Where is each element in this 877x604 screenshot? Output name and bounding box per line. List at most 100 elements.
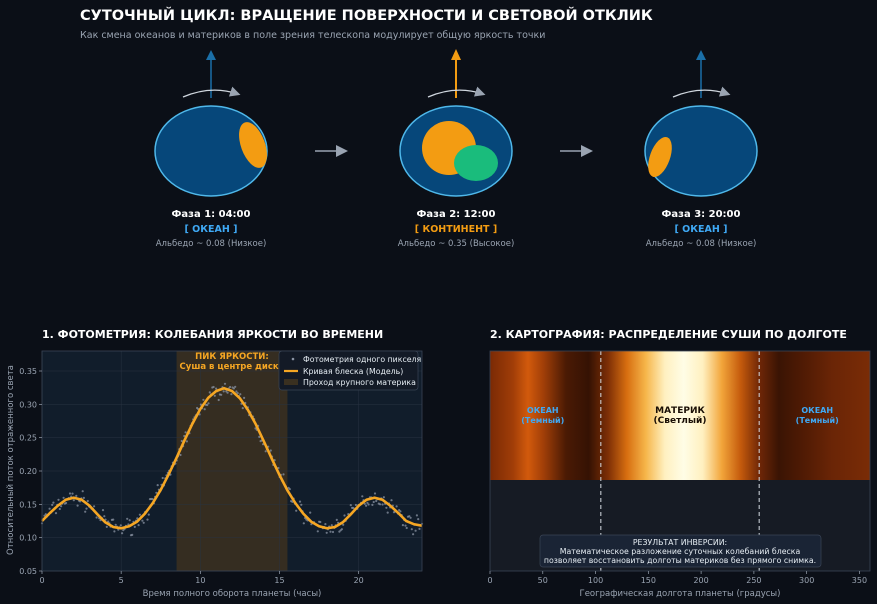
photometry-point xyxy=(137,524,140,527)
legend-box xyxy=(278,350,419,391)
photometry-point xyxy=(105,525,108,529)
photometry-point xyxy=(207,402,210,405)
photometry-point xyxy=(298,500,302,503)
photometry-point xyxy=(223,382,227,385)
photometry-point xyxy=(51,503,54,506)
result-line3: позволяет восстановить долготы материков… xyxy=(544,556,816,565)
photometry-point xyxy=(385,506,388,509)
photometry-point xyxy=(84,510,87,513)
photometry-point xyxy=(203,408,206,411)
photometry-point xyxy=(241,407,244,410)
continent-transit-span xyxy=(176,351,288,571)
map-x-axis-label: Географическая долгота планеты (градусы) xyxy=(580,589,781,599)
photometry-point xyxy=(113,530,116,533)
legend: Фотометрия одного пикселя Кривая блеска … xyxy=(278,350,422,391)
y-tick-label: 0.25 xyxy=(19,434,37,443)
photometry-point xyxy=(390,499,393,502)
light-curve-line xyxy=(41,386,423,530)
photometry-point xyxy=(133,525,136,529)
photometry-point xyxy=(342,523,345,526)
planet-phase-3 xyxy=(644,50,758,197)
photometry-point xyxy=(185,440,188,443)
photometry-chart: 1. ФОТОМЕТРИЯ: КОЛЕБАНИЯ ЯРКОСТИ ВО ВРЕМ… xyxy=(6,328,424,599)
photometry-point xyxy=(234,385,237,388)
photometry-point xyxy=(161,476,164,480)
photometry-point xyxy=(86,499,89,503)
photometry-point xyxy=(288,488,291,491)
photometry-point xyxy=(131,533,134,537)
photometry-point xyxy=(418,527,421,531)
photometry-point xyxy=(141,519,144,522)
photometry-point xyxy=(349,504,352,507)
y-axis-label: Относительный поток отраженного света xyxy=(6,365,16,555)
y-tick-label: 0.10 xyxy=(19,534,37,543)
photometry-point xyxy=(76,504,79,507)
photometry-point xyxy=(295,509,298,512)
photometry-point xyxy=(417,518,420,521)
photometry-point xyxy=(119,524,122,527)
map-x-tick-label: 150 xyxy=(641,576,656,585)
region-labels: ОКЕАН(Темный)МАТЕРИК(Светлый)ОКЕАН(Темны… xyxy=(521,406,839,426)
x-axis-label: Время полного оборота планеты (часы) xyxy=(143,589,322,599)
photometry-point xyxy=(373,492,377,495)
region-sublabel: (Темный) xyxy=(521,416,564,425)
x-tick-label: 15 xyxy=(274,576,284,585)
photometry-point xyxy=(220,393,223,396)
photometry-point xyxy=(101,509,105,512)
albedo-heat-strip xyxy=(490,351,870,480)
photometry-point xyxy=(309,511,312,514)
photometry-point xyxy=(335,518,338,522)
phase-1-label: Фаза 1: 04:00 xyxy=(172,209,251,220)
inversion-result-box: РЕЗУЛЬТАТ ИНВЕРСИИ: Математическое разло… xyxy=(539,534,822,568)
region-label: МАТЕРИК xyxy=(655,406,705,416)
phase-3-type: [ ОКЕАН ] xyxy=(675,224,728,235)
photometry-point xyxy=(155,491,158,494)
photometry-point xyxy=(179,453,182,457)
y-tick-label: 0.35 xyxy=(19,367,37,376)
photometry-point xyxy=(375,499,378,503)
light-ray-head-2 xyxy=(451,49,461,60)
photometry-point xyxy=(156,484,159,487)
plot-frame xyxy=(41,350,423,572)
photometry-point xyxy=(208,391,211,394)
photometry-point xyxy=(81,490,84,493)
map-x-tick-label: 0 xyxy=(487,576,492,585)
y-tick-label: 0.15 xyxy=(19,500,37,509)
photometry-point xyxy=(121,532,124,535)
result-line1: РЕЗУЛЬТАТ ИНВЕРСИИ: xyxy=(633,538,727,547)
photometry-point xyxy=(324,523,327,526)
photometry-point xyxy=(103,515,106,518)
photometry-point xyxy=(226,391,229,394)
region-sublabel: (Темный) xyxy=(796,416,839,425)
photometry-point xyxy=(404,524,407,527)
phase-1-type: [ ОКЕАН ] xyxy=(185,224,238,235)
region-label: ОКЕАН xyxy=(527,406,559,415)
photometry-point xyxy=(329,530,332,533)
photometry-point xyxy=(264,450,267,453)
continent-edge-1 xyxy=(239,122,267,168)
photometry-point xyxy=(269,449,272,452)
phase-2-albedo: Альбедо ~ 0.35 (Высокое) xyxy=(398,239,515,249)
axis-ticks: 0.05 0.10 0.15 0.20 0.25 0.30 0.35 0 5 10 15 20 xyxy=(19,367,364,585)
photometry-point xyxy=(72,499,75,502)
planet-phase-1 xyxy=(154,50,268,197)
photometry-point xyxy=(243,396,246,399)
photometry-point xyxy=(79,500,82,503)
photometry-point xyxy=(361,495,364,498)
photometry-point xyxy=(366,501,369,504)
photometry-point xyxy=(57,498,60,501)
phase-1-albedo: Альбедо ~ 0.08 (Низкое) xyxy=(156,239,267,249)
photometry-point xyxy=(142,521,145,524)
photometry-point xyxy=(399,510,402,513)
photometry-point xyxy=(412,533,415,536)
photometry-point xyxy=(372,500,375,504)
photometry-point xyxy=(54,511,58,515)
photometry-point xyxy=(258,435,261,438)
photometry-point xyxy=(352,506,355,510)
photometry-point xyxy=(340,528,343,531)
rotation-arrow-2 xyxy=(427,86,486,98)
photometry-point xyxy=(52,501,55,504)
map-x-tick-label: 100 xyxy=(588,576,603,585)
rotation-arrow-1 xyxy=(182,86,241,98)
photometry-point xyxy=(401,524,404,527)
